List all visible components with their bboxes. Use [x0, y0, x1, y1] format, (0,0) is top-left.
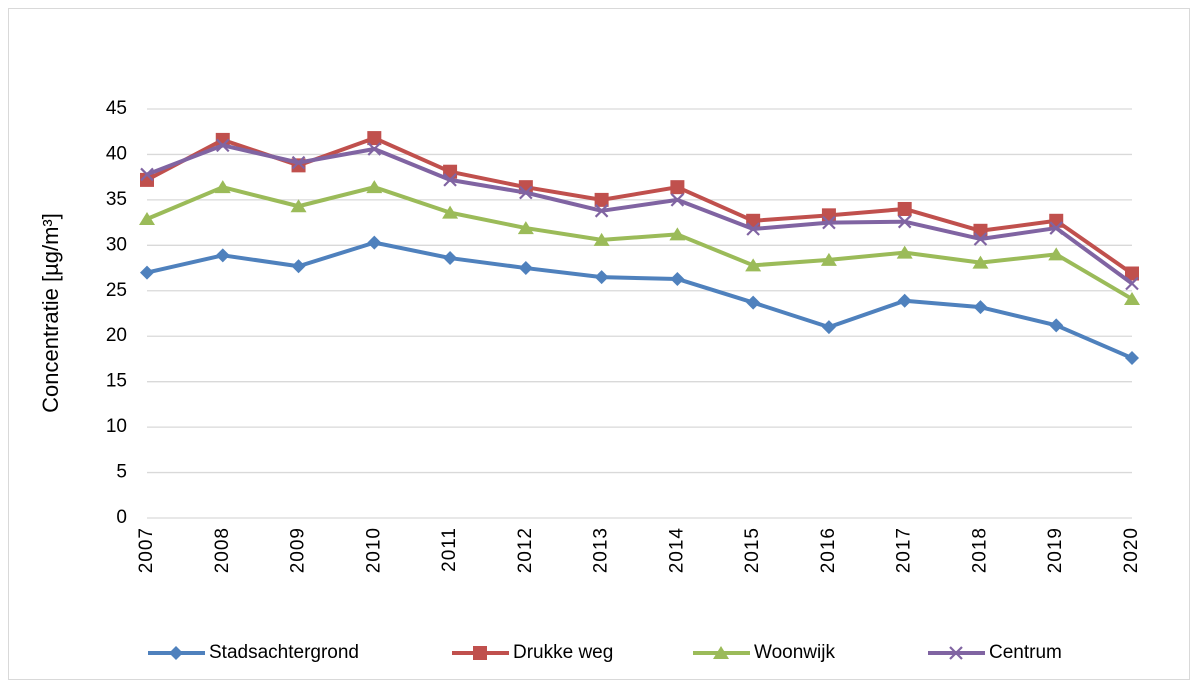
marker [897, 201, 912, 216]
marker [1125, 351, 1139, 366]
y-tick-label: 10 [106, 416, 127, 437]
marker [169, 646, 183, 660]
marker [215, 248, 230, 263]
marker [897, 214, 912, 229]
marker [367, 235, 382, 250]
marker [139, 211, 155, 225]
marker [670, 180, 685, 195]
marker [973, 232, 988, 246]
marker [215, 138, 230, 153]
marker [443, 251, 458, 266]
y-tick-label: 40 [106, 143, 127, 164]
marker [822, 215, 836, 230]
marker [1049, 221, 1064, 235]
chart-frame [8, 8, 1190, 680]
marker [973, 300, 988, 315]
marker [594, 204, 609, 218]
marker [821, 320, 836, 335]
series-line [146, 185, 1134, 301]
marker [1124, 291, 1140, 305]
x-tick-label: 2007 [136, 527, 157, 573]
x-tick-label: 2011 [439, 527, 460, 572]
marker [1048, 247, 1065, 261]
marker [972, 255, 989, 269]
legend-label: Drukke weg [513, 642, 613, 663]
legend-marker [713, 646, 729, 659]
marker [949, 646, 963, 660]
marker [670, 271, 685, 286]
marker [442, 205, 459, 219]
y-tick-label: 45 [106, 98, 127, 119]
marker [594, 192, 609, 207]
y-tick-label: 25 [106, 280, 127, 301]
marker [897, 293, 912, 308]
legend-marker [949, 646, 963, 660]
marker [746, 222, 760, 236]
marker [517, 221, 534, 235]
x-tick-label: 2020 [1121, 527, 1142, 573]
x-tick-label: 2012 [515, 527, 536, 573]
marker [443, 173, 457, 187]
marker [367, 142, 382, 156]
y-axis-label: Concentratie [µg/m³] [38, 213, 63, 413]
marker [473, 646, 487, 660]
marker [745, 258, 762, 272]
marker [713, 646, 729, 659]
x-tick-label: 2009 [288, 527, 309, 573]
marker [670, 193, 685, 207]
legend-label: Centrum [989, 642, 1062, 663]
marker [973, 223, 988, 238]
marker [746, 295, 761, 310]
x-tick-label: 2016 [818, 527, 839, 573]
marker [821, 208, 836, 223]
x-tick-label: 2014 [666, 527, 687, 573]
marker [1049, 318, 1064, 333]
marker [594, 270, 609, 285]
y-tick-label: 35 [106, 189, 127, 210]
legend-label: Stadsachtergrond [209, 642, 359, 663]
x-tick-label: 2008 [212, 527, 233, 573]
x-tick-label: 2013 [591, 527, 612, 573]
y-tick-label: 15 [106, 371, 127, 392]
legend-marker [169, 646, 183, 660]
marker [367, 131, 382, 146]
y-tick-label: 5 [116, 462, 127, 483]
marker [1049, 213, 1064, 228]
x-tick-label: 2017 [894, 527, 915, 573]
marker [291, 259, 306, 274]
series-line [146, 240, 1133, 360]
marker [593, 232, 610, 246]
series-line [146, 143, 1134, 286]
x-tick-label: 2019 [1045, 527, 1066, 573]
y-tick-label: 20 [106, 325, 127, 346]
x-tick-label: 2018 [969, 527, 990, 573]
marker [1125, 266, 1139, 281]
marker [290, 199, 307, 213]
legend-marker [473, 646, 487, 660]
marker [366, 180, 383, 194]
y-tick-label: 30 [106, 234, 127, 255]
marker [820, 252, 837, 266]
marker [519, 185, 533, 200]
marker [140, 167, 154, 182]
legend-label: Woonwijk [754, 642, 835, 663]
marker [140, 265, 154, 280]
marker [518, 261, 533, 276]
x-tick-label: 2010 [363, 527, 384, 573]
marker [1125, 276, 1139, 291]
marker [896, 245, 913, 259]
x-tick-label: 2015 [742, 527, 763, 573]
marker [291, 155, 306, 170]
marker [214, 180, 231, 194]
y-tick-label: 0 [116, 507, 127, 528]
marker [669, 227, 686, 241]
